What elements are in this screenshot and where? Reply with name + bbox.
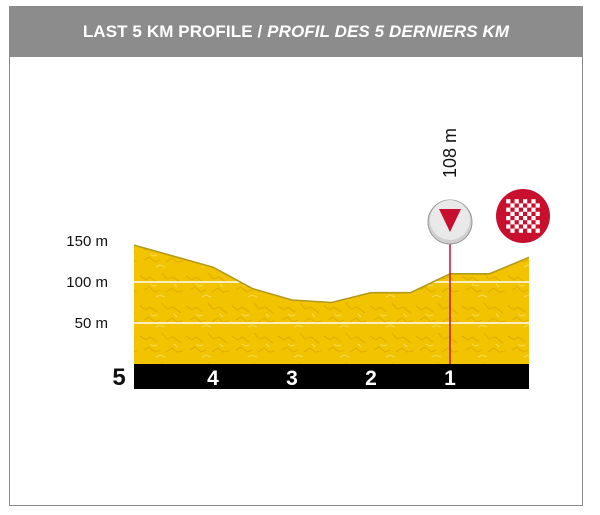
finish-flag-check (514, 207, 519, 212)
finish-flag-check (527, 220, 532, 225)
finish-flag-check (535, 228, 540, 233)
y-tick-label: 100 m (66, 274, 108, 291)
x-tick-label: 3 (286, 367, 298, 390)
finish-flag-check (523, 199, 528, 204)
finish-flag-check (535, 211, 540, 216)
x-tick-label: 4 (207, 367, 219, 390)
finish-flag-check (518, 211, 523, 216)
km-axis-bar (134, 364, 529, 389)
finish-flag-check (531, 224, 536, 229)
finish-flag-check (510, 220, 515, 225)
finish-flag-check (510, 211, 515, 216)
finish-flag-check (506, 216, 511, 221)
profile-frame: LAST 5 KM PROFILE / PROFIL DES 5 DERNIER… (9, 6, 583, 506)
finish-flag-check (514, 224, 519, 229)
finish-flag-check (527, 203, 532, 208)
x-tick-label: 2 (365, 367, 377, 390)
finish-flag-check (535, 220, 540, 225)
finish-flag-check (506, 199, 511, 204)
finish-flag-check (527, 228, 532, 233)
x-tick-label: 1 (444, 367, 456, 390)
y-tick-label: 50 m (75, 315, 108, 332)
finish-flag-check (518, 203, 523, 208)
chart-title: LAST 5 KM PROFILE / PROFIL DES 5 DERNIER… (10, 7, 582, 57)
finish-flag-check (531, 216, 536, 221)
x-tick-label: 5 (112, 364, 125, 391)
profile-line (133, 244, 530, 304)
flamme-rouge-altitude-label: 108 m (440, 128, 460, 178)
title-secondary: PROFIL DES 5 DERNIERS KM (267, 22, 510, 41)
title-main: LAST 5 KM PROFILE (82, 22, 253, 41)
finish-flag-check (514, 199, 519, 204)
finish-flag-check (523, 216, 528, 221)
finish-flag-check (518, 228, 523, 233)
title-separator: / (252, 22, 268, 41)
finish-flag-check (518, 220, 523, 225)
finish-flag-check (510, 203, 515, 208)
finish-flag-check (531, 199, 536, 204)
finish-flag-check (531, 207, 536, 212)
finish-flag-check (510, 228, 515, 233)
finish-flag-check (523, 207, 528, 212)
finish-flag-check (527, 211, 532, 216)
y-tick-label: 150 m (66, 233, 108, 250)
finish-flag-check (506, 224, 511, 229)
finish-flag-check (523, 224, 528, 229)
flamme-rouge-triangle (439, 209, 461, 232)
finish-flag-check (535, 203, 540, 208)
finish-flag-check (514, 216, 519, 221)
finish-flag-check (506, 207, 511, 212)
profile-area (134, 245, 529, 364)
